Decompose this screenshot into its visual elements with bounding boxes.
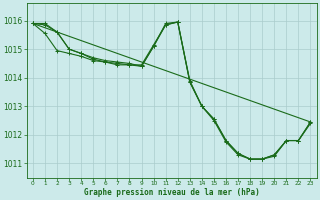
X-axis label: Graphe pression niveau de la mer (hPa): Graphe pression niveau de la mer (hPa) — [84, 188, 260, 197]
